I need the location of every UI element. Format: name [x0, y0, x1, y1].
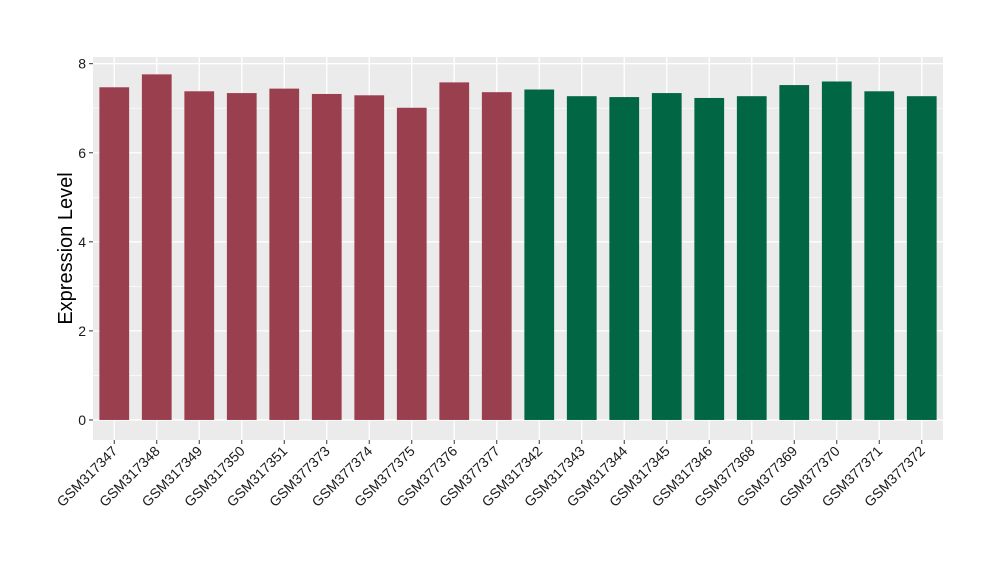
y-tick-label: 8 [78, 56, 86, 72]
bar-GSM377369 [779, 85, 810, 420]
bar-GSM317347 [99, 87, 130, 420]
bar-GSM377373 [311, 93, 342, 420]
x-axis: GSM317347GSM317348GSM317349GSM317350GSM3… [53, 440, 928, 510]
bar-GSM377375 [396, 107, 427, 420]
bar-GSM377377 [481, 92, 512, 420]
bar-GSM317348 [141, 74, 172, 420]
bar-GSM317349 [184, 91, 215, 420]
bar-GSM377371 [864, 91, 895, 420]
bar-GSM317350 [226, 93, 257, 420]
bar-GSM377370 [821, 81, 852, 420]
bar-GSM317351 [269, 88, 300, 420]
bar-GSM317342 [524, 89, 555, 420]
y-tick-label: 6 [78, 145, 86, 161]
y-tick-label: 2 [78, 323, 86, 339]
y-axis: 0 2 4 6 8 [78, 56, 93, 428]
bar-GSM377368 [736, 96, 767, 420]
bar-GSM317343 [566, 96, 597, 420]
y-tick-label: 4 [78, 234, 86, 250]
plot-panel [93, 57, 943, 440]
bar-GSM377376 [439, 82, 470, 420]
bar-GSM317346 [694, 97, 725, 420]
bar-GSM317345 [651, 93, 682, 420]
bar-GSM317344 [609, 97, 640, 420]
y-axis-title: Expression Level [55, 172, 77, 324]
bar-GSM377372 [906, 96, 937, 420]
bar-GSM377374 [354, 95, 385, 420]
y-tick-label: 0 [78, 412, 86, 428]
bars [99, 74, 937, 420]
